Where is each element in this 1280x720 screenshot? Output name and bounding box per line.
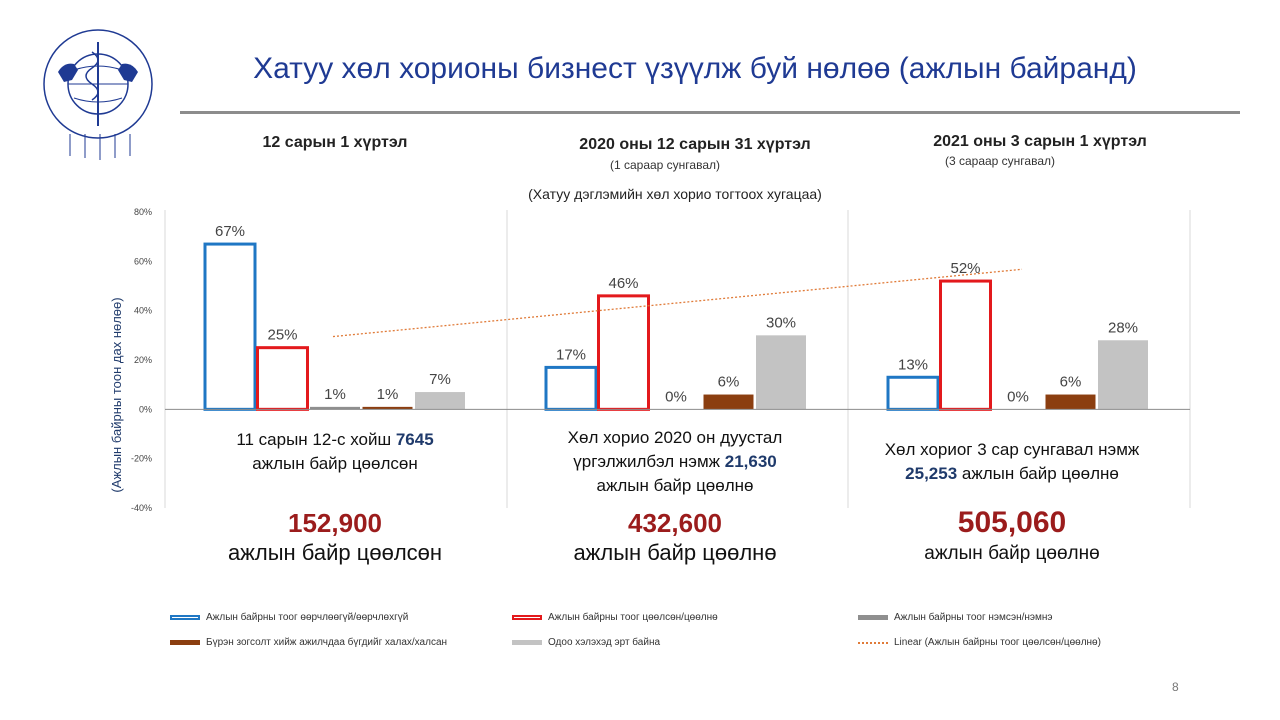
trendline <box>332 268 1023 338</box>
period-2-desc-line3: ажлын байр цөөлнө <box>596 476 754 495</box>
legend-label: Бүрэн зогсолт хийж ажилчдаа бүгдийг хала… <box>206 637 448 648</box>
period-2-total: 432,600 <box>628 508 722 538</box>
y-tick-label: 40% <box>134 306 152 316</box>
data-label: 1% <box>324 386 346 403</box>
bar-5-2 <box>756 335 806 410</box>
bar-3-1 <box>310 406 360 410</box>
period-2-desc-number: 21,630 <box>724 452 777 471</box>
period-2-heading: 2020 оны 12 сарын 31 хүртэл <box>579 136 811 153</box>
legend-label: Ажлын байрны тоог өөрчлөөгүй/өөрчлөхгүй <box>206 612 409 623</box>
legend-item-unchanged: Ажлын байрны тоог өөрчлөөгүй/өөрчлөхгүй <box>170 612 408 623</box>
data-label: 6% <box>1060 374 1082 391</box>
legend-label: Одоо хэлэхэд эрт байна <box>548 637 661 648</box>
period-1-description: 11 сарын 12-с хойш 7645 ажлын байр цөөлс… <box>180 428 490 476</box>
period-1-desc-line2: ажлын байр цөөлсөн <box>252 454 418 473</box>
y-tick-label: 20% <box>134 355 152 365</box>
y-tick-label: 0% <box>139 404 152 414</box>
legend-swatch-blue <box>170 615 200 620</box>
period-1-heading: 12 сарын 1 хүртэл <box>262 134 408 151</box>
period-1-desc-line1: 11 сарын 12-с хойш <box>236 430 396 449</box>
y-tick-label: -40% <box>131 503 152 513</box>
period-3-total-label: ажлын байр цөөлнө <box>924 543 1100 564</box>
y-tick-label: 60% <box>134 256 152 266</box>
data-label: 46% <box>608 275 638 292</box>
legend-swatch-trend <box>858 641 888 644</box>
legend-item-reduced: Ажлын байрны тоог цөөлсөн/цөөлнө <box>512 612 718 623</box>
data-label: 17% <box>556 346 586 363</box>
bar-4-2 <box>703 394 754 410</box>
bar-2-3 <box>939 279 992 411</box>
period-3-total: 505,060 <box>957 506 1067 539</box>
bar-1-1 <box>203 242 257 411</box>
bar-2-1 <box>256 346 309 411</box>
period-3-desc-number: 25,253 <box>905 464 958 483</box>
legend-label: Ажлын байрны тоог цөөлсөн/цөөлнө <box>548 612 718 623</box>
title-divider <box>180 111 1240 114</box>
period-1-desc-number: 7645 <box>395 430 434 449</box>
y-tick-label: 80% <box>134 207 152 217</box>
data-label: 28% <box>1108 319 1138 336</box>
bar-4-3 <box>1045 394 1096 410</box>
bar-5-3 <box>1098 340 1148 410</box>
legend-item-trendline: Linear (Ажлын байрны тоог цөөлсөн/цөөлнө… <box>858 637 1101 648</box>
y-tick-label: -20% <box>131 454 152 464</box>
period-2-desc-line2: үргэлжилбэл нэмж <box>573 452 725 471</box>
bar-5-1 <box>415 392 465 410</box>
slide-title: Хатуу хөл хорионы бизнест үзүүлж буй нөл… <box>253 52 1137 85</box>
bar-4-1 <box>362 406 413 410</box>
data-label: 13% <box>898 356 928 373</box>
legend-swatch-lightgray <box>512 640 542 645</box>
legend-item-increased: Ажлын байрны тоог нэмсэн/нэмнэ <box>858 612 1053 623</box>
data-label: 7% <box>429 371 451 388</box>
legend-label: Ажлын байрны тоог нэмсэн/нэмнэ <box>894 612 1053 623</box>
period-2-subheading: (1 сараар сунгавал) <box>609 158 721 172</box>
period-3-heading: 2021 оны 3 сарын 1 хүртэл <box>933 133 1147 150</box>
period-2-total-label: ажлын байр цөөлнө <box>573 540 777 565</box>
data-label: 0% <box>665 388 687 405</box>
data-label: 25% <box>267 327 297 344</box>
bar-2-2 <box>597 294 650 411</box>
period-note: (Хатуу дэглэмийн хөл хорио тогтоох хугац… <box>528 186 822 202</box>
data-label: 67% <box>215 223 245 240</box>
data-label: 1% <box>377 386 399 403</box>
bar-1-2 <box>544 365 598 411</box>
period-2-description: Хөл хорио 2020 он дуустал үргэлжилбэл нэ… <box>510 426 840 498</box>
data-label: 52% <box>950 260 980 277</box>
legend-item-too-early: Одоо хэлэхэд эрт байна <box>512 637 660 648</box>
period-3-desc-line1: Хөл хориог 3 сар сунгавал нэмж <box>884 440 1140 459</box>
period-3-subheading: (3 сараар сунгавал) <box>944 154 1056 168</box>
period-3-desc-line2: ажлын байр цөөлнө <box>957 464 1119 483</box>
period-1-total-label: ажлын байр цөөлсөн <box>227 540 443 565</box>
data-label: 30% <box>766 314 796 331</box>
y-axis-label: (Ажлын байрны тоон дах нөлөө) <box>109 297 124 492</box>
page-number: 8 <box>1172 680 1179 694</box>
period-3-description: Хөл хориог 3 сар сунгавал нэмж 25,253 аж… <box>852 438 1172 486</box>
legend-swatch-red <box>512 615 542 620</box>
legend-label: Linear (Ажлын байрны тоог цөөлсөн/цөөлнө… <box>894 637 1101 648</box>
chamber-logo <box>43 29 153 160</box>
period-1-total: 152,900 <box>288 508 382 538</box>
legend-swatch-gray <box>858 615 888 620</box>
data-label: 0% <box>1007 388 1029 405</box>
bar-1-3 <box>886 375 940 411</box>
period-2-desc-line1: Хөл хорио 2020 он дуустал <box>567 428 783 447</box>
legend-item-shutdown: Бүрэн зогсолт хийж ажилчдаа бүгдийг хала… <box>170 637 447 648</box>
legend-swatch-brown <box>170 640 200 645</box>
data-label: 6% <box>718 374 740 391</box>
